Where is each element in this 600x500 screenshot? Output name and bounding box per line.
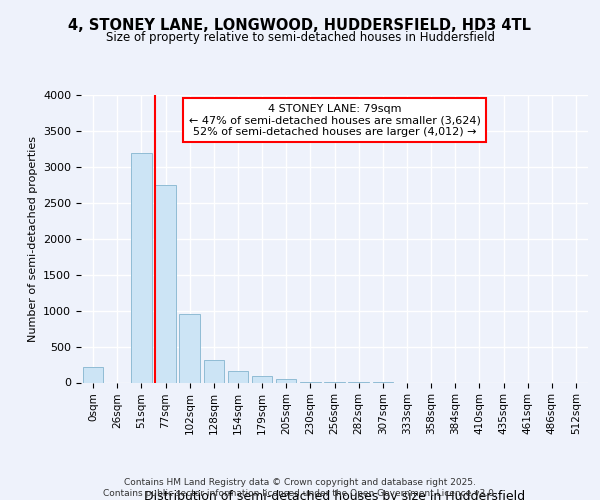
- Bar: [179, 314, 200, 382]
- Bar: [203, 360, 224, 382]
- Y-axis label: Number of semi-detached properties: Number of semi-detached properties: [28, 136, 38, 342]
- Bar: [227, 372, 248, 382]
- Text: Contains HM Land Registry data © Crown copyright and database right 2025.
Contai: Contains HM Land Registry data © Crown c…: [103, 478, 497, 498]
- Bar: [252, 376, 272, 382]
- Bar: [83, 366, 103, 382]
- Bar: [131, 152, 152, 382]
- Text: 4, STONEY LANE, LONGWOOD, HUDDERSFIELD, HD3 4TL: 4, STONEY LANE, LONGWOOD, HUDDERSFIELD, …: [68, 18, 532, 32]
- Text: Size of property relative to semi-detached houses in Huddersfield: Size of property relative to semi-detach…: [106, 31, 494, 44]
- X-axis label: Distribution of semi-detached houses by size in Huddersfield: Distribution of semi-detached houses by …: [144, 490, 525, 500]
- Bar: [155, 185, 176, 382]
- Text: 4 STONEY LANE: 79sqm
← 47% of semi-detached houses are smaller (3,624)
52% of se: 4 STONEY LANE: 79sqm ← 47% of semi-detac…: [188, 104, 481, 137]
- Bar: [276, 380, 296, 382]
